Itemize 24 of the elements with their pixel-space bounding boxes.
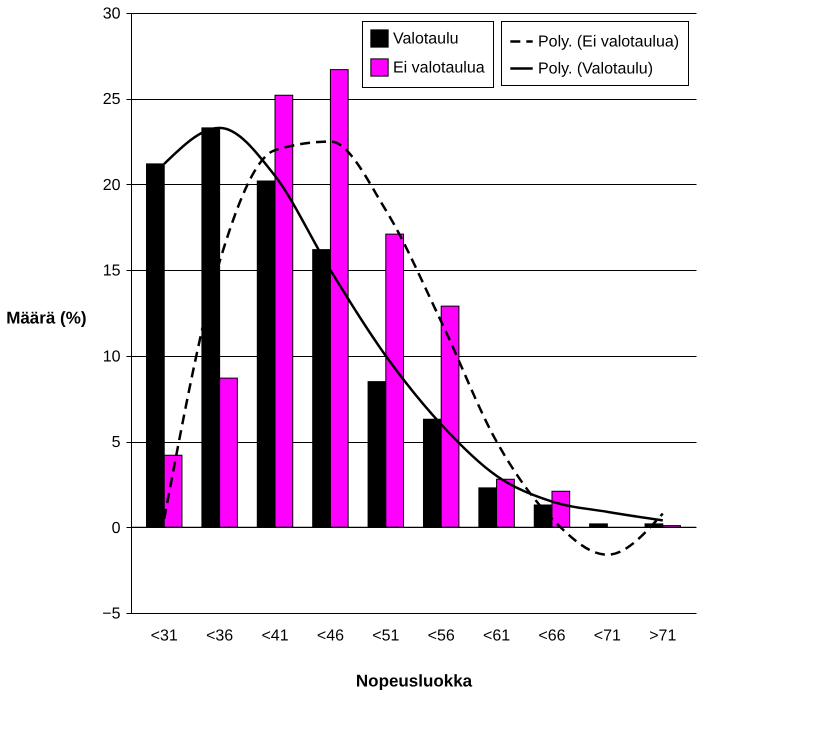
y-tick-label: 30 (102, 6, 121, 22)
x-tick-label: <41 (261, 628, 289, 644)
legend-label: Valotaulu (393, 30, 459, 48)
x-tick-label: <51 (372, 628, 400, 644)
y-tick-label: 15 (102, 262, 121, 280)
y-tick-label: −5 (102, 606, 121, 622)
y-tick-label: 10 (102, 348, 121, 366)
legend-label: Ei valotaulua (393, 60, 485, 76)
x-tick-label: >71 (649, 628, 676, 644)
y-tick-label: 0 (112, 520, 121, 537)
y-tick-label: 5 (112, 434, 121, 452)
x-tick-label: <61 (483, 628, 510, 644)
legend-label: Poly. (Ei valotaulua) (538, 34, 680, 50)
y-axis-title: Määrä (%) (6, 308, 86, 328)
x-axis-title: Nopeusluokka (356, 672, 473, 690)
y-tick-label: 20 (102, 176, 121, 194)
legend-label: Poly. (Valotaulu) (538, 60, 654, 78)
x-tick-label: <31 (150, 628, 178, 644)
x-tick-label: <66 (538, 628, 566, 644)
y-tick-label: 25 (102, 91, 121, 108)
x-tick-label: <56 (428, 628, 455, 644)
x-tick-label: <46 (316, 628, 344, 644)
x-tick-label: <36 (206, 628, 234, 644)
x-tick-label: <71 (594, 628, 622, 644)
